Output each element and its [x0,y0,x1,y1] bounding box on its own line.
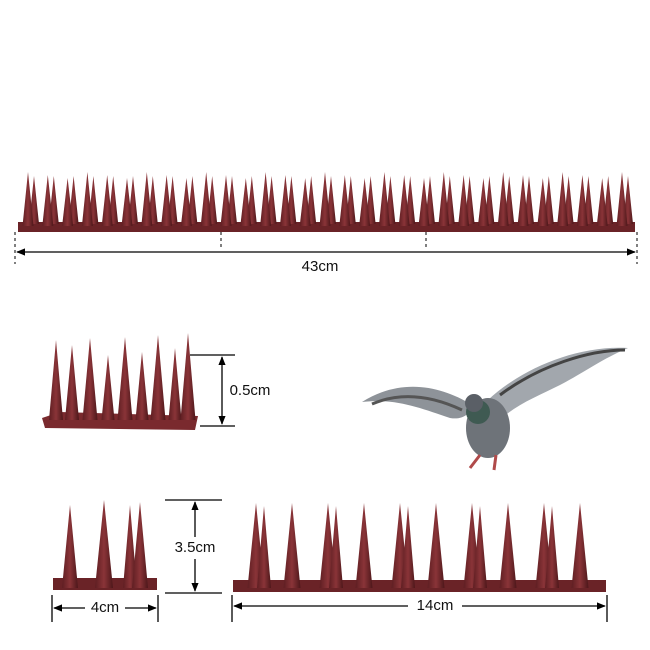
strip-base [18,222,635,232]
length-label: 43cm [302,258,339,275]
spike [477,178,489,226]
spike [132,502,148,588]
spike [279,175,291,226]
spike [150,335,166,420]
spike [398,175,410,226]
spike [537,178,549,226]
spike [95,500,113,588]
spike [339,175,351,226]
spike [616,172,628,226]
spike [319,172,331,226]
spike [117,337,133,420]
spike [101,175,113,226]
spike [240,178,252,226]
spike [438,172,450,226]
height-label: 3.5cm [175,539,216,556]
spike [458,175,470,226]
spike [517,175,529,226]
spike [571,503,589,588]
pigeon [362,347,628,471]
spike [576,175,588,226]
spike [545,506,559,588]
spike-height-label: 0.5cm [230,382,271,399]
spike [473,506,487,588]
spike [22,172,34,226]
width-label: 4cm [91,599,119,616]
spike [401,506,415,588]
spike [283,503,301,588]
labels: 43cm 0.5cm 3.5cm 4cm 14cm [85,256,462,618]
spike [121,178,133,226]
spike [168,348,182,420]
spike [62,505,78,588]
spike [65,345,79,420]
spike [180,333,196,420]
spike [260,172,272,226]
spike [82,338,98,420]
spike [81,172,93,226]
spike [220,175,232,226]
spike [49,340,63,420]
spike [42,175,54,226]
spike [596,178,608,226]
spike [329,506,343,588]
spike [101,355,115,420]
spike [557,172,569,226]
spike [378,172,390,226]
spike [427,503,445,588]
spike [123,505,137,588]
spike [135,352,149,420]
spike [200,172,212,226]
spike [161,175,173,226]
spike [257,506,271,588]
spike [499,503,517,588]
spike [180,178,192,226]
spike [141,172,153,226]
spike [299,178,311,226]
spike [355,503,373,588]
spike-strips [18,172,635,592]
section-length-label: 14cm [417,597,454,614]
spike [62,178,74,226]
spike [497,172,509,226]
spike [359,178,371,226]
spike [418,178,430,226]
